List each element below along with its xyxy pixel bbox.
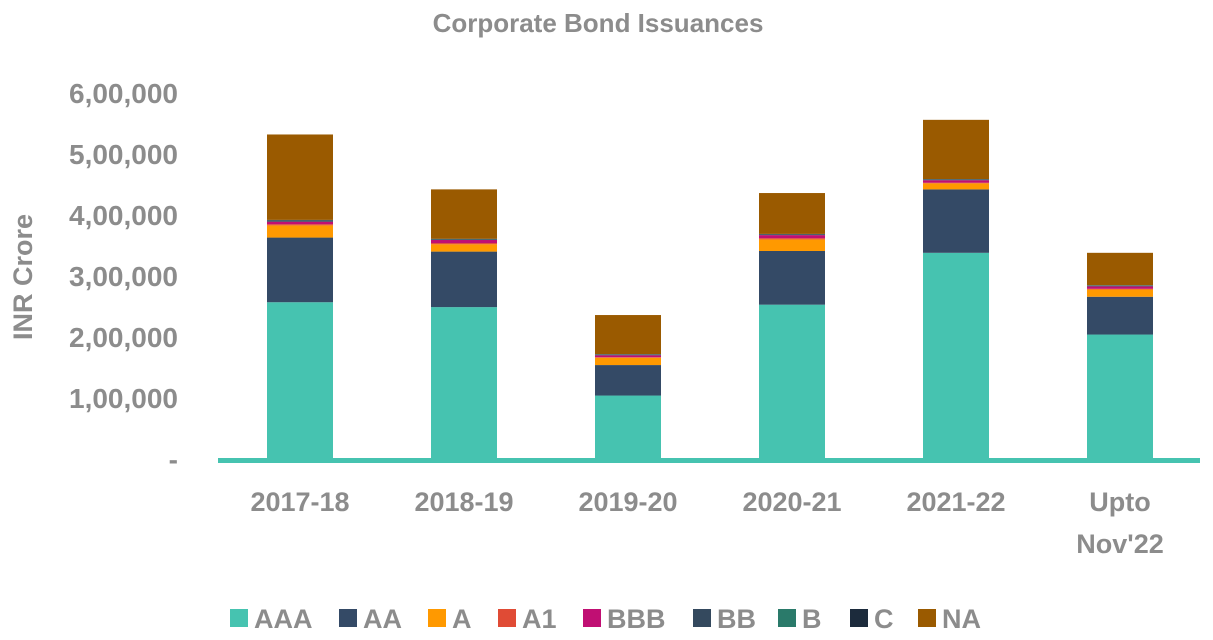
legend-swatch <box>339 609 357 627</box>
y-tick-label: 4,00,000 <box>69 200 178 231</box>
bar-segment-bb <box>1087 285 1153 287</box>
bar-segment-aaa <box>267 302 333 459</box>
legend-item-bbb: BBB <box>583 604 666 634</box>
bar-segment-na <box>267 134 333 220</box>
bars <box>267 119 1153 459</box>
bar-segment-bbb <box>1087 286 1153 289</box>
x-tick-label: 2019-20 <box>578 487 677 517</box>
legend-item-aa: AA <box>339 604 402 634</box>
legend: AAA AA A A1 BBB BB B C NA <box>230 604 981 634</box>
bar-segment-a <box>759 239 825 251</box>
legend-label: NA <box>942 604 981 634</box>
x-axis <box>218 458 1200 463</box>
bar-segment-aaa <box>595 395 661 459</box>
legend-label: A <box>452 604 472 634</box>
bar-segment-aa <box>759 250 825 305</box>
bar-segment-na <box>759 193 825 234</box>
x-tick-label: Upto Nov'22 <box>1076 487 1163 559</box>
legend-swatch <box>428 609 446 627</box>
x-tick-label: 2017-18 <box>250 487 349 517</box>
bar-segment-na <box>1087 252 1153 286</box>
x-tick-label: 2021-22 <box>906 487 1005 517</box>
bar-segment-a <box>431 244 497 252</box>
legend-label: C <box>874 604 894 634</box>
y-axis-ticks: - 1,00,000 2,00,000 3,00,000 4,00,000 5,00,00… <box>69 78 178 475</box>
bar-segment-aa <box>923 189 989 253</box>
legend-label: A1 <box>522 604 557 634</box>
bar-segment-na <box>923 119 989 180</box>
y-tick-label: 5,00,000 <box>69 139 178 170</box>
legend-swatch <box>778 609 796 627</box>
bar-segment-a <box>267 225 333 238</box>
bar-segment-a1 <box>1087 288 1153 290</box>
y-axis-label: INR Crore <box>8 214 38 340</box>
legend-label: AAA <box>254 604 313 634</box>
legend-swatch <box>583 609 601 627</box>
legend-swatch <box>230 609 248 627</box>
legend-item-aaa: AAA <box>230 604 313 634</box>
y-tick-label: 2,00,000 <box>69 322 178 353</box>
bar-segment-na <box>431 189 497 239</box>
bar-segment-bbb <box>431 240 497 244</box>
y-tick-label: 6,00,000 <box>69 78 178 109</box>
legend-item-na: NA <box>918 604 981 634</box>
bar-segment-bbb <box>595 355 661 358</box>
legend-item-c: C <box>850 604 894 634</box>
legend-label: BBB <box>607 604 666 634</box>
bar-segment-a1 <box>759 238 825 240</box>
legend-label: B <box>802 604 822 634</box>
legend-item-bb: BB <box>693 604 756 634</box>
bar-segment-a <box>1087 289 1153 297</box>
x-axis-line <box>218 458 1200 463</box>
x-tick-label: 2020-21 <box>742 487 841 517</box>
bar-segment-aa <box>267 237 333 303</box>
bar-segment-bb <box>595 354 661 356</box>
legend-item-b: B <box>778 604 822 634</box>
bar-segment-a <box>923 183 989 190</box>
legend-item-a1: A1 <box>498 604 557 634</box>
bar-segment-a <box>595 357 661 366</box>
bar-segment-na <box>595 315 661 355</box>
bar-segment-a1 <box>923 182 989 184</box>
legend-item-a: A <box>428 604 472 634</box>
bar-segment-a1 <box>595 357 661 358</box>
bar-segment-aa <box>1087 296 1153 335</box>
bar-segment-aaa <box>431 307 497 459</box>
y-tick-label: 1,00,000 <box>69 383 178 414</box>
legend-swatch <box>498 609 516 627</box>
bar-segment-bbb <box>759 235 825 239</box>
y-tick-label: - <box>169 444 178 475</box>
y-tick-label: 3,00,000 <box>69 261 178 292</box>
x-tick-label: 2018-19 <box>414 487 513 517</box>
bar-segment-bb <box>431 239 497 241</box>
bar-segment-aaa <box>923 252 989 459</box>
bar-segment-bb <box>923 179 989 181</box>
x-axis-ticks: 2017-18 2018-19 2019-20 2020-21 2021-22 Upto N… <box>250 487 1163 559</box>
legend-swatch <box>918 609 936 627</box>
bar-segment-a1 <box>267 224 333 226</box>
bar-segment-bb <box>267 220 333 222</box>
chart-title: Corporate Bond Issuances <box>433 8 764 38</box>
bar-segment-bb <box>759 234 825 236</box>
bar-segment-aaa <box>759 304 825 459</box>
bar-segment-bbb <box>267 221 333 225</box>
bar-segment-bbb <box>923 180 989 183</box>
legend-swatch <box>850 609 868 627</box>
legend-label: BB <box>717 604 756 634</box>
bar-segment-a1 <box>431 243 497 245</box>
bar-segment-aa <box>431 251 497 308</box>
legend-label: AA <box>363 604 402 634</box>
legend-swatch <box>693 609 711 627</box>
bar-segment-aa <box>595 365 661 396</box>
bar-segment-aaa <box>1087 334 1153 459</box>
